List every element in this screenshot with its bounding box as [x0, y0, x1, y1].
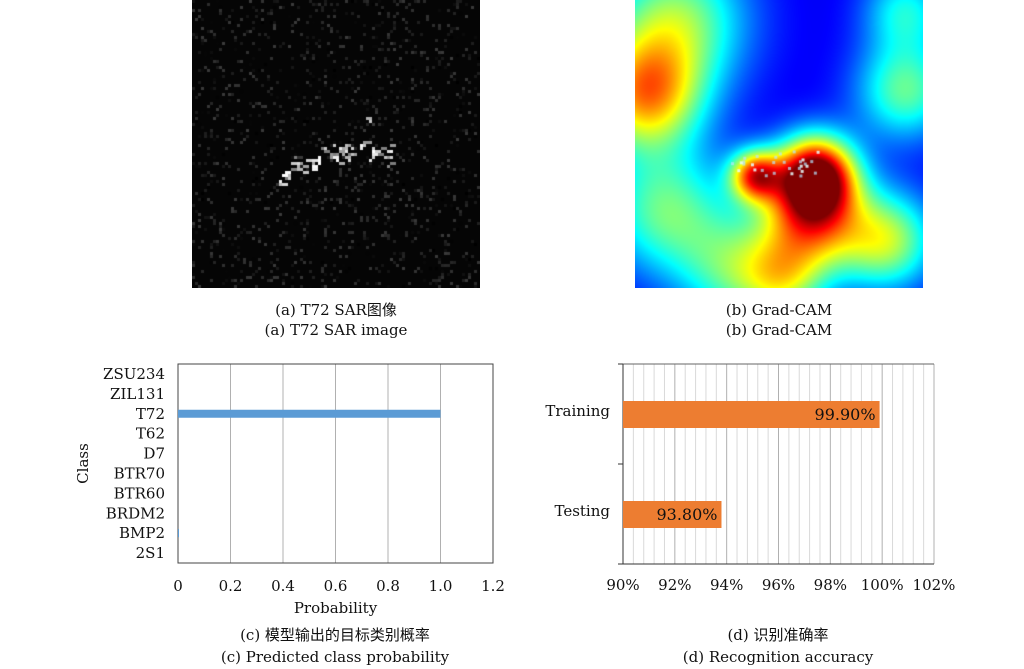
caption-a-en: (a) T72 SAR image — [264, 321, 408, 339]
data-label: 93.80% — [656, 505, 717, 524]
bar-t72 — [178, 409, 441, 418]
x-tick-label: 1.2 — [481, 577, 505, 595]
y-tick-label: ZIL131 — [110, 385, 165, 403]
y-tick-label: BTR70 — [114, 464, 165, 482]
y-tick-label: Training — [545, 402, 610, 420]
t72-sar-image — [192, 0, 480, 288]
x-tick-label: 96% — [762, 576, 795, 594]
bar-bmp2 — [178, 529, 179, 538]
caption-d-cn: (d) 识别准确率 — [727, 626, 829, 644]
y-tick-label: Testing — [554, 502, 610, 520]
y-tick-label: BTR60 — [114, 484, 165, 502]
x-tick-label: 98% — [814, 576, 847, 594]
bar-training — [623, 401, 880, 428]
x-tick-label: 0.6 — [324, 577, 348, 595]
x-tick-label: 0.2 — [219, 577, 243, 595]
caption-b-en: (b) Grad-CAM — [725, 321, 833, 339]
y-axis-label: Class — [74, 443, 92, 484]
y-tick-label: T72 — [136, 405, 165, 423]
caption-c-en: (c) Predicted class probability — [220, 648, 450, 666]
caption-a-cn: (a) T72 SAR图像 — [275, 301, 397, 319]
recognition-accuracy-chart: 90% 92% 94% 96% 98% 100% 102% Training 99.90% Tes… — [545, 363, 956, 594]
data-label: 99.90% — [815, 405, 876, 424]
caption-c-cn: (c) 模型输出的目标类别概率 — [240, 626, 430, 644]
bar-testing — [623, 501, 722, 528]
y-tick-label: BRDM2 — [106, 504, 165, 522]
x-tick-label: 92% — [658, 576, 691, 594]
x-tick-label: 100% — [861, 576, 904, 594]
x-tick-label: 90% — [606, 576, 639, 594]
plot-frame — [177, 363, 494, 564]
x-tick-label: 0.4 — [271, 577, 295, 595]
y-tick-label: 2S1 — [136, 544, 165, 562]
x-tick-label: 94% — [710, 576, 743, 594]
x-tick-label: 0 — [173, 577, 183, 595]
x-tick-label: 1.0 — [429, 577, 453, 595]
x-tick-label: 0.8 — [376, 577, 400, 595]
y-tick-label: ZSU234 — [103, 365, 165, 383]
caption-d-en: (d) Recognition accuracy — [682, 648, 874, 666]
y-tick-label: BMP2 — [119, 524, 165, 542]
class-probability-chart: 0 0.2 0.4 0.6 0.8 1.0 1.2ZSU234ZIL131T72T62D7B… — [74, 363, 505, 617]
caption-b-cn: (b) Grad-CAM — [725, 301, 833, 319]
x-tick-label: 102% — [913, 576, 956, 594]
y-tick-label: D7 — [143, 445, 165, 463]
grad-cam-heatmap — [635, 0, 923, 288]
x-axis-label: Probability — [294, 599, 378, 617]
y-tick-label: T62 — [136, 425, 165, 443]
